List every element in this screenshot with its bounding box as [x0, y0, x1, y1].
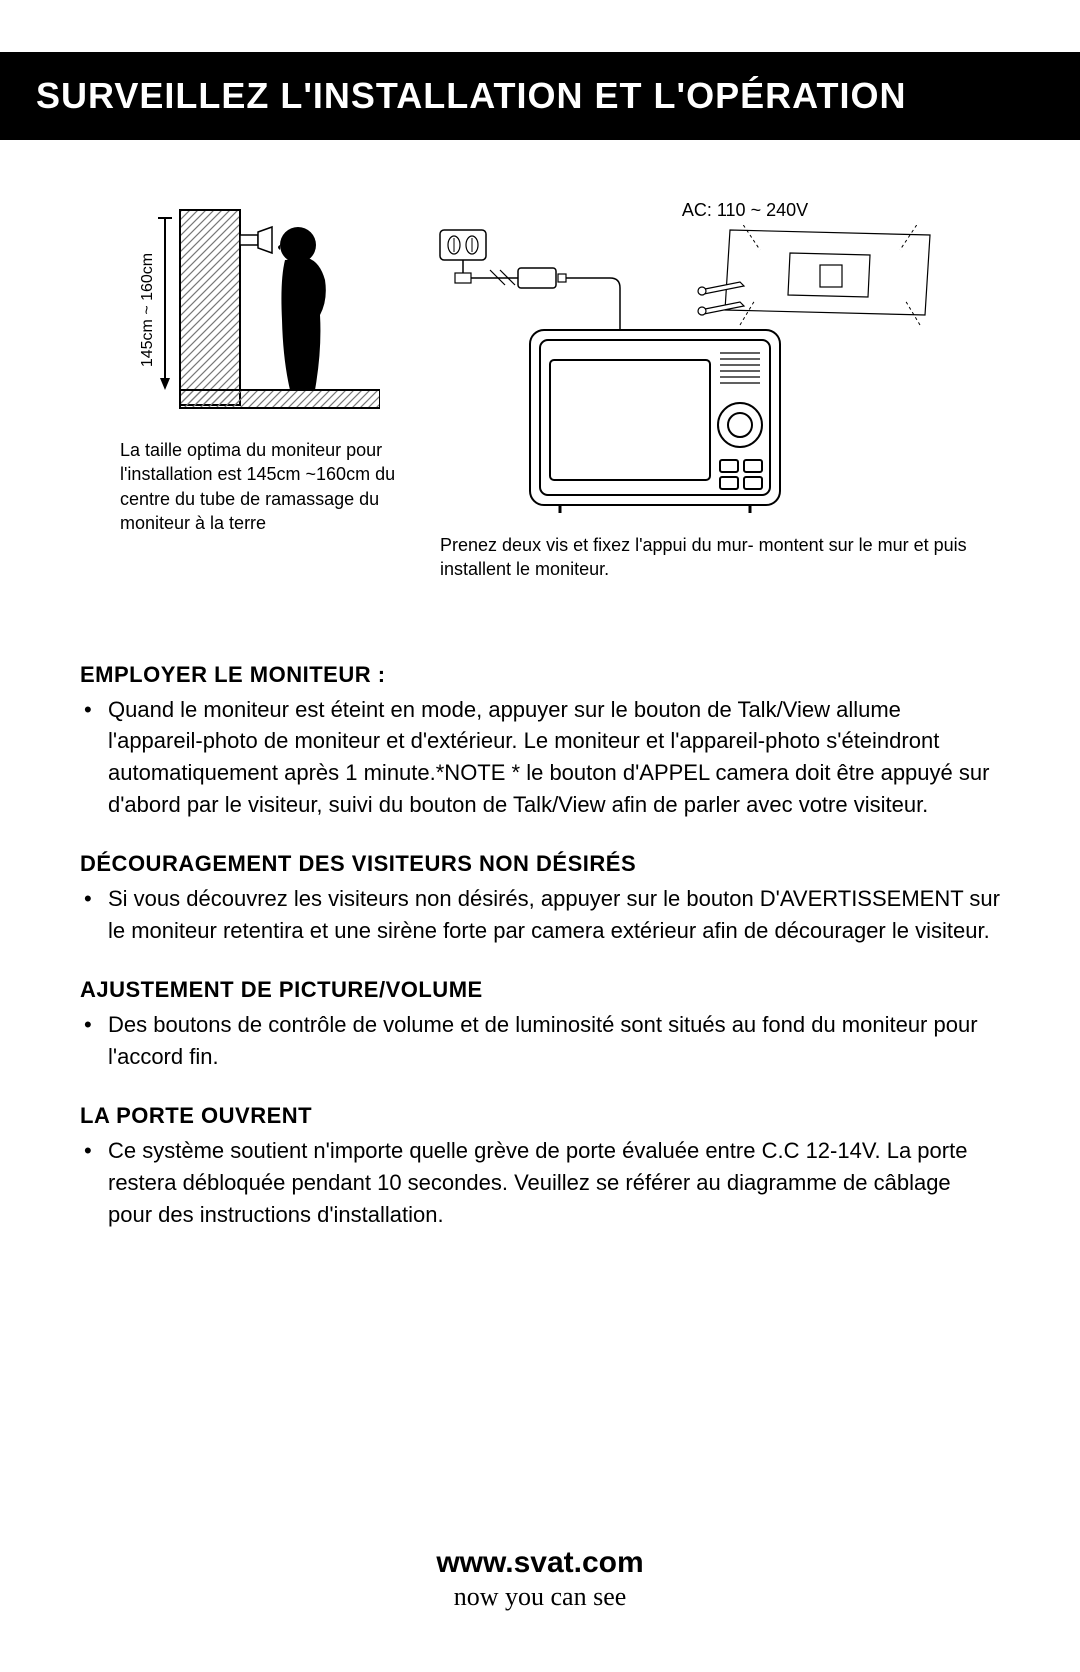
section-body: Quand le moniteur est éteint en mode, ap… — [80, 694, 1000, 822]
section-body: Ce système soutient n'importe quelle grè… — [80, 1135, 1000, 1231]
content: EMPLOYER LE MONITEUR : Quand le moniteur… — [0, 602, 1080, 1231]
section-body: Des boutons de contrôle de volume et de … — [80, 1009, 1000, 1073]
footer-url: www.svat.com — [0, 1546, 1080, 1580]
section-title: LA PORTE OUVRENT — [80, 1103, 1000, 1129]
header-bar: SURVEILLEZ L'INSTALLATION ET L'OPÉRATION — [0, 52, 1080, 140]
person-height-diagram: 145cm ~ 160cm — [120, 200, 380, 430]
section-text: Des boutons de contrôle de volume et de … — [80, 1009, 1000, 1073]
section-2: AJUSTEMENT DE PICTURE/VOLUME Des boutons… — [80, 977, 1000, 1073]
section-text: Ce système soutient n'importe quelle grè… — [80, 1135, 1000, 1231]
diagram-area: 145cm ~ 160cm La taille optima du monite… — [0, 140, 1080, 602]
section-3: LA PORTE OUVRENT Ce système soutient n'i… — [80, 1103, 1000, 1231]
section-title: DÉCOURAGEMENT DES VISITEURS NON DÉSIRÉS — [80, 851, 1000, 877]
section-text: Quand le moniteur est éteint en mode, ap… — [80, 694, 1000, 822]
monitor-wiring-diagram — [430, 225, 950, 525]
caption-right: Prenez deux vis et fixez l'appui du mur-… — [430, 533, 1000, 582]
section-text: Si vous découvrez les visiteurs non dési… — [80, 883, 1000, 947]
section-0: EMPLOYER LE MONITEUR : Quand le moniteur… — [80, 662, 1000, 822]
diagram-left: 145cm ~ 160cm La taille optima du monite… — [120, 200, 400, 582]
diagram-right: AC: 110 ~ 240V — [430, 200, 1000, 582]
ac-label: AC: 110 ~ 240V — [430, 200, 1000, 221]
footer: www.svat.com now you can see — [0, 1546, 1080, 1612]
section-body: Si vous découvrez les visiteurs non dési… — [80, 883, 1000, 947]
section-title: AJUSTEMENT DE PICTURE/VOLUME — [80, 977, 1000, 1003]
section-title: EMPLOYER LE MONITEUR : — [80, 662, 1000, 688]
height-label: 145cm ~ 160cm — [139, 253, 156, 367]
footer-tagline: now you can see — [0, 1582, 1080, 1612]
caption-left: La taille optima du moniteur pour l'inst… — [120, 438, 400, 535]
page-title: SURVEILLEZ L'INSTALLATION ET L'OPÉRATION — [36, 75, 906, 117]
section-1: DÉCOURAGEMENT DES VISITEURS NON DÉSIRÉS … — [80, 851, 1000, 947]
